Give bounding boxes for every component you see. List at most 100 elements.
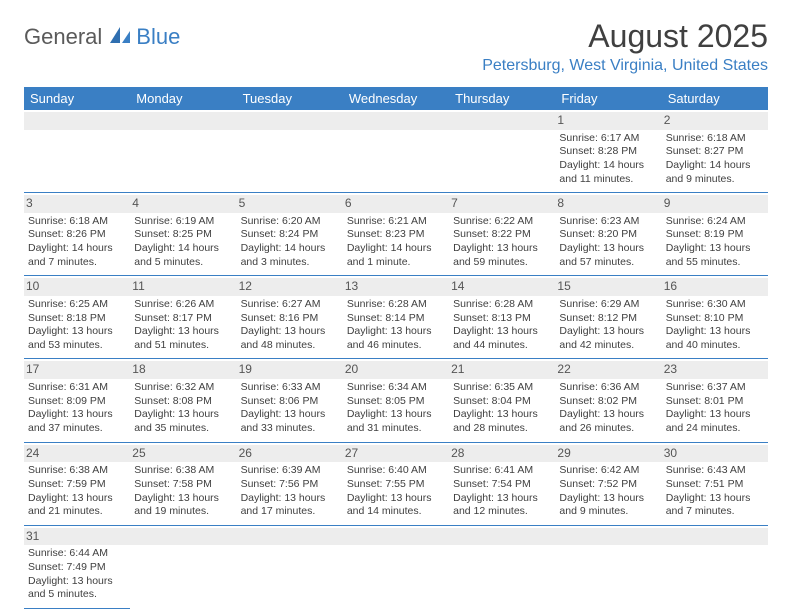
- cell-info-line: Daylight: 13 hours and 21 minutes.: [28, 492, 126, 519]
- title-block: August 2025 Petersburg, West Virginia, U…: [482, 18, 768, 75]
- day-number: [449, 112, 555, 130]
- cell-info-line: Sunset: 8:06 PM: [241, 395, 339, 409]
- cell-info-line: Sunset: 7:49 PM: [28, 561, 126, 575]
- cell-info-line: Daylight: 13 hours and 31 minutes.: [347, 408, 445, 435]
- cell-info-line: Daylight: 13 hours and 46 minutes.: [347, 325, 445, 352]
- cell-info-line: Sunrise: 6:30 AM: [666, 298, 764, 312]
- cell-info-line: Daylight: 13 hours and 35 minutes.: [134, 408, 232, 435]
- cell-info-line: Daylight: 13 hours and 55 minutes.: [666, 242, 764, 269]
- sail-icon: [108, 25, 134, 50]
- calendar-cell: 13Sunrise: 6:28 AMSunset: 8:14 PMDayligh…: [343, 276, 449, 359]
- cell-info-line: Sunset: 8:22 PM: [453, 228, 551, 242]
- calendar-cell: 25Sunrise: 6:38 AMSunset: 7:58 PMDayligh…: [130, 442, 236, 525]
- cell-info-line: Sunset: 8:01 PM: [666, 395, 764, 409]
- cell-info-line: Sunset: 8:27 PM: [666, 145, 764, 159]
- day-number: 21: [449, 361, 555, 379]
- cell-info-line: Sunset: 7:58 PM: [134, 478, 232, 492]
- cell-info-line: Daylight: 13 hours and 19 minutes.: [134, 492, 232, 519]
- day-number: 17: [24, 361, 130, 379]
- day-number: 23: [662, 361, 768, 379]
- cell-info-line: Daylight: 14 hours and 9 minutes.: [666, 159, 764, 186]
- day-number: [343, 528, 449, 546]
- day-header-row: Sunday Monday Tuesday Wednesday Thursday…: [24, 87, 768, 110]
- calendar-cell: 28Sunrise: 6:41 AMSunset: 7:54 PMDayligh…: [449, 442, 555, 525]
- day-number: 9: [662, 195, 768, 213]
- cell-info-line: Sunrise: 6:34 AM: [347, 381, 445, 395]
- cell-info-line: Daylight: 13 hours and 59 minutes.: [453, 242, 551, 269]
- day-number: 14: [449, 278, 555, 296]
- cell-info-line: Sunrise: 6:26 AM: [134, 298, 232, 312]
- day-number: [130, 112, 236, 130]
- cell-info-line: Sunrise: 6:38 AM: [28, 464, 126, 478]
- cell-info-line: Sunrise: 6:28 AM: [453, 298, 551, 312]
- cell-info-line: Sunset: 7:59 PM: [28, 478, 126, 492]
- calendar-cell: 19Sunrise: 6:33 AMSunset: 8:06 PMDayligh…: [237, 359, 343, 442]
- calendar-cell: [237, 110, 343, 193]
- cell-info-line: Sunset: 7:55 PM: [347, 478, 445, 492]
- cell-info-line: Sunrise: 6:41 AM: [453, 464, 551, 478]
- cell-info-line: Daylight: 13 hours and 57 minutes.: [559, 242, 657, 269]
- calendar-week-row: 1Sunrise: 6:17 AMSunset: 8:28 PMDaylight…: [24, 110, 768, 193]
- calendar-cell: 1Sunrise: 6:17 AMSunset: 8:28 PMDaylight…: [555, 110, 661, 193]
- cell-info-line: Sunset: 7:54 PM: [453, 478, 551, 492]
- cell-info-line: Sunset: 8:16 PM: [241, 312, 339, 326]
- cell-info-line: Sunrise: 6:28 AM: [347, 298, 445, 312]
- day-header: Wednesday: [343, 87, 449, 110]
- cell-info-line: Sunset: 7:51 PM: [666, 478, 764, 492]
- day-number: 4: [130, 195, 236, 213]
- calendar-cell: [130, 110, 236, 193]
- calendar-cell: 27Sunrise: 6:40 AMSunset: 7:55 PMDayligh…: [343, 442, 449, 525]
- cell-info-line: Sunrise: 6:29 AM: [559, 298, 657, 312]
- calendar-week-row: 17Sunrise: 6:31 AMSunset: 8:09 PMDayligh…: [24, 359, 768, 442]
- cell-info-line: Sunrise: 6:43 AM: [666, 464, 764, 478]
- cell-info-line: Sunset: 8:24 PM: [241, 228, 339, 242]
- calendar-cell: 29Sunrise: 6:42 AMSunset: 7:52 PMDayligh…: [555, 442, 661, 525]
- cell-info-line: Sunrise: 6:33 AM: [241, 381, 339, 395]
- day-number: 3: [24, 195, 130, 213]
- day-number: 18: [130, 361, 236, 379]
- calendar-cell: 20Sunrise: 6:34 AMSunset: 8:05 PMDayligh…: [343, 359, 449, 442]
- cell-info-line: Daylight: 13 hours and 44 minutes.: [453, 325, 551, 352]
- calendar-table: Sunday Monday Tuesday Wednesday Thursday…: [24, 87, 768, 609]
- cell-info-line: Daylight: 14 hours and 1 minute.: [347, 242, 445, 269]
- calendar-cell: 4Sunrise: 6:19 AMSunset: 8:25 PMDaylight…: [130, 193, 236, 276]
- calendar-cell: 26Sunrise: 6:39 AMSunset: 7:56 PMDayligh…: [237, 442, 343, 525]
- calendar-cell: [449, 525, 555, 608]
- cell-info-line: Sunrise: 6:19 AM: [134, 215, 232, 229]
- cell-info-line: Daylight: 13 hours and 37 minutes.: [28, 408, 126, 435]
- calendar-cell: 2Sunrise: 6:18 AMSunset: 8:27 PMDaylight…: [662, 110, 768, 193]
- day-header: Friday: [555, 87, 661, 110]
- logo: General Blue: [24, 24, 180, 50]
- cell-info-line: Daylight: 13 hours and 33 minutes.: [241, 408, 339, 435]
- calendar-cell: 9Sunrise: 6:24 AMSunset: 8:19 PMDaylight…: [662, 193, 768, 276]
- cell-info-line: Daylight: 14 hours and 7 minutes.: [28, 242, 126, 269]
- cell-info-line: Sunset: 8:25 PM: [134, 228, 232, 242]
- cell-info-line: Sunset: 7:52 PM: [559, 478, 657, 492]
- cell-info-line: Sunrise: 6:38 AM: [134, 464, 232, 478]
- day-number: 27: [343, 445, 449, 463]
- calendar-week-row: 24Sunrise: 6:38 AMSunset: 7:59 PMDayligh…: [24, 442, 768, 525]
- day-header: Monday: [130, 87, 236, 110]
- day-number: 11: [130, 278, 236, 296]
- cell-info-line: Sunrise: 6:35 AM: [453, 381, 551, 395]
- calendar-week-row: 31Sunrise: 6:44 AMSunset: 7:49 PMDayligh…: [24, 525, 768, 608]
- cell-info-line: Daylight: 14 hours and 11 minutes.: [559, 159, 657, 186]
- cell-info-line: Sunrise: 6:40 AM: [347, 464, 445, 478]
- logo-text-general: General: [24, 24, 102, 50]
- cell-info-line: Daylight: 13 hours and 40 minutes.: [666, 325, 764, 352]
- calendar-cell: [555, 525, 661, 608]
- calendar-cell: 7Sunrise: 6:22 AMSunset: 8:22 PMDaylight…: [449, 193, 555, 276]
- calendar-cell: 8Sunrise: 6:23 AMSunset: 8:20 PMDaylight…: [555, 193, 661, 276]
- calendar-cell: 16Sunrise: 6:30 AMSunset: 8:10 PMDayligh…: [662, 276, 768, 359]
- day-number: [130, 528, 236, 546]
- calendar-week-row: 3Sunrise: 6:18 AMSunset: 8:26 PMDaylight…: [24, 193, 768, 276]
- cell-info-line: Daylight: 13 hours and 53 minutes.: [28, 325, 126, 352]
- calendar-cell: [130, 525, 236, 608]
- calendar-cell: [24, 110, 130, 193]
- cell-info-line: Sunset: 8:12 PM: [559, 312, 657, 326]
- month-title: August 2025: [482, 18, 768, 55]
- calendar-cell: 18Sunrise: 6:32 AMSunset: 8:08 PMDayligh…: [130, 359, 236, 442]
- location-subtitle: Petersburg, West Virginia, United States: [482, 57, 768, 75]
- calendar-cell: [449, 110, 555, 193]
- cell-info-line: Daylight: 13 hours and 24 minutes.: [666, 408, 764, 435]
